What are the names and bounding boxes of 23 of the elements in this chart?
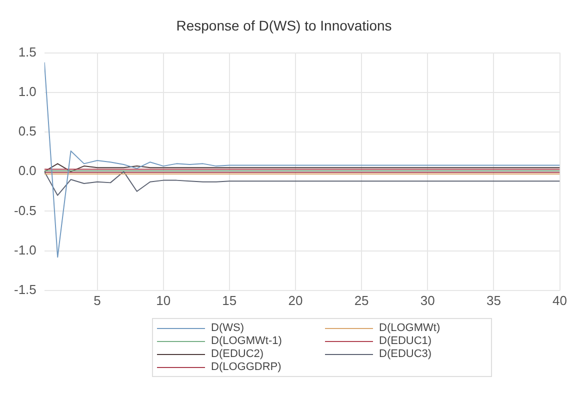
y-tick-label: 0.0 <box>18 163 36 178</box>
x-tick-label: 25 <box>354 292 369 308</box>
legend-label: D(WS) <box>211 322 244 334</box>
x-tick-label: 20 <box>288 292 303 308</box>
y-tick-label: -1.5 <box>14 282 36 297</box>
x-tick-label: 40 <box>552 292 568 308</box>
legend-label: D(LOGMWt-1) <box>211 335 282 347</box>
x-tick-label: 35 <box>486 292 501 308</box>
chart-title: Response of D(WS) to Innovations <box>176 17 392 34</box>
y-tick-label: -1.0 <box>14 242 36 258</box>
legend-label: D(EDUC3) <box>379 348 432 360</box>
x-tick-label: 15 <box>222 292 237 308</box>
legend-label: D(EDUC1) <box>379 335 432 347</box>
x-tick-label: 10 <box>156 292 171 308</box>
y-tick-label: 1.5 <box>18 44 36 60</box>
x-tick-label: 30 <box>420 292 435 308</box>
legend-label: D(LOGGDRP) <box>211 361 282 373</box>
legend-label: D(EDUC2) <box>211 348 264 360</box>
y-tick-label: 0.5 <box>18 124 36 139</box>
legend-label: D(LOGMWt) <box>379 322 440 334</box>
y-tick-label: 1.0 <box>18 84 36 99</box>
x-tick-label: 5 <box>94 292 101 308</box>
y-tick-label: -0.5 <box>14 202 36 218</box>
